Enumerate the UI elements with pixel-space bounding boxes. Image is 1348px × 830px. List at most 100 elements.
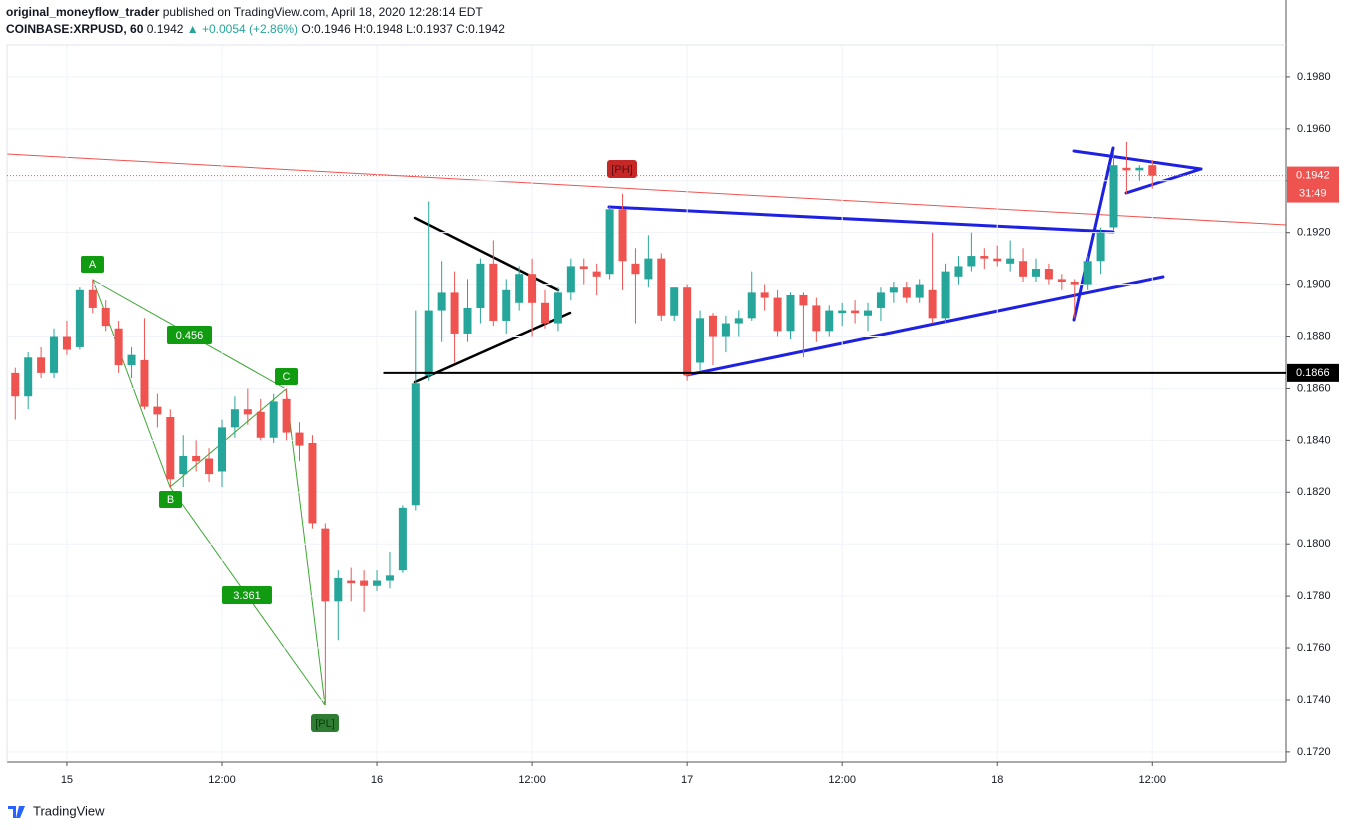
candle-body bbox=[50, 336, 59, 373]
candle-body bbox=[192, 455, 201, 462]
candle-body bbox=[140, 359, 149, 407]
blue-top bbox=[607, 205, 1115, 234]
candle-body bbox=[993, 258, 1002, 262]
candle-body bbox=[37, 357, 46, 373]
blue-bottom bbox=[685, 275, 1165, 377]
x-tick-label: 16 bbox=[371, 774, 383, 786]
y-tick-label: 0.1740 bbox=[1297, 694, 1331, 706]
brand: TradingView bbox=[33, 803, 105, 818]
blue-flagpole bbox=[1072, 146, 1115, 322]
candle-body bbox=[541, 302, 550, 324]
candle-body bbox=[889, 287, 898, 293]
candle-body bbox=[437, 292, 446, 311]
candle-body bbox=[515, 274, 524, 303]
label-box bbox=[311, 714, 339, 732]
candle-body bbox=[321, 528, 330, 602]
label-box bbox=[167, 326, 212, 344]
candle-body bbox=[1006, 258, 1015, 264]
candle-body bbox=[928, 289, 937, 319]
candle-body bbox=[1109, 165, 1118, 228]
candle-body bbox=[760, 292, 769, 298]
x-tick-label: 12:00 bbox=[1139, 774, 1167, 786]
candle-body bbox=[1148, 165, 1157, 176]
candle-body bbox=[915, 284, 924, 298]
candle-body bbox=[88, 289, 97, 308]
author: original_moneyflow_trader bbox=[6, 5, 160, 19]
last: 0.1942 bbox=[146, 22, 184, 36]
candle-body bbox=[670, 287, 679, 316]
candle-body bbox=[282, 398, 291, 433]
candle-body bbox=[1083, 261, 1092, 285]
candle-body bbox=[450, 292, 459, 334]
candle-body bbox=[980, 256, 989, 259]
candle-body bbox=[825, 310, 834, 332]
candle-body bbox=[941, 271, 950, 319]
label-ratio: 0.456 bbox=[176, 330, 204, 342]
candle-body bbox=[1044, 269, 1053, 280]
candle-body bbox=[592, 271, 601, 277]
candle-body bbox=[851, 310, 860, 314]
y-tick-label: 0.1780 bbox=[1297, 590, 1331, 602]
candle-body bbox=[114, 328, 123, 366]
candle-body bbox=[424, 310, 433, 376]
candle-body bbox=[101, 307, 110, 327]
candle-body bbox=[902, 287, 911, 298]
last-price-tag bbox=[1287, 166, 1339, 203]
candle-body bbox=[269, 401, 278, 438]
candle-body bbox=[708, 315, 717, 337]
candle-body bbox=[230, 409, 239, 428]
black-triangle-top bbox=[413, 216, 560, 292]
candle-body bbox=[773, 297, 782, 332]
candle-body bbox=[528, 274, 537, 303]
candle-body bbox=[62, 336, 71, 350]
x-tick-label: 12:00 bbox=[828, 774, 856, 786]
candle-body bbox=[398, 507, 407, 571]
candle-body bbox=[644, 258, 653, 280]
last-price-label: 0.1942 bbox=[1296, 169, 1330, 181]
labels: A 0.456 C B 3.361 [PL] [PH] bbox=[81, 160, 637, 732]
candle-body bbox=[347, 580, 356, 584]
candle-body bbox=[308, 442, 317, 524]
red-trendline bbox=[6, 153, 1287, 226]
header-line: COINBASE:XRPUSD, 60 0.1942 ▲ +0.0054 (+2… bbox=[6, 21, 505, 38]
candle-body bbox=[1096, 232, 1105, 262]
candle-body bbox=[295, 432, 304, 446]
candle-body bbox=[967, 256, 976, 267]
y-tick-label: 0.1920 bbox=[1297, 227, 1331, 239]
candle-body bbox=[812, 305, 821, 332]
candle-body bbox=[1019, 261, 1028, 277]
candle-body bbox=[721, 323, 730, 337]
candle-body bbox=[489, 263, 498, 321]
label-b: B bbox=[167, 494, 174, 506]
ohlc: O:0.1946 H:0.1948 L:0.1937 C:0.1942 bbox=[301, 22, 505, 36]
y-tick-label: 0.1860 bbox=[1297, 382, 1331, 394]
candle-body bbox=[127, 354, 136, 366]
candle-body bbox=[864, 310, 873, 316]
candle-body bbox=[205, 458, 214, 475]
y-tick-label: 0.1900 bbox=[1297, 279, 1331, 291]
candle-body bbox=[166, 416, 175, 480]
candle-body bbox=[243, 409, 252, 415]
symbol: COINBASE:XRPUSD, 60 bbox=[6, 22, 144, 36]
candle-body bbox=[1135, 167, 1144, 171]
y-tick-label: 0.1800 bbox=[1297, 538, 1331, 550]
candle-body bbox=[1122, 167, 1131, 171]
candle-body bbox=[153, 406, 162, 415]
header-line: original_moneyflow_trader published on T… bbox=[6, 4, 505, 21]
plot: 0.1720 0.1740 0.1760 0.1780 0.1800 0.1820 0.18… bbox=[6, 0, 1331, 786]
candle-body bbox=[747, 292, 756, 319]
label-a: A bbox=[89, 259, 97, 271]
candle-body bbox=[24, 357, 33, 397]
candle-body bbox=[411, 383, 420, 506]
candle-body bbox=[75, 289, 84, 347]
label-box bbox=[159, 491, 182, 508]
x-tick-label: 12:00 bbox=[518, 774, 546, 786]
candle-body bbox=[463, 307, 472, 334]
logo bbox=[8, 806, 25, 818]
candle-body bbox=[385, 575, 394, 581]
blue-pennant-top bbox=[1072, 149, 1203, 171]
candle-body bbox=[876, 292, 885, 308]
level-tag bbox=[1287, 363, 1339, 382]
level-tag-label: 0.1866 bbox=[1296, 367, 1330, 379]
